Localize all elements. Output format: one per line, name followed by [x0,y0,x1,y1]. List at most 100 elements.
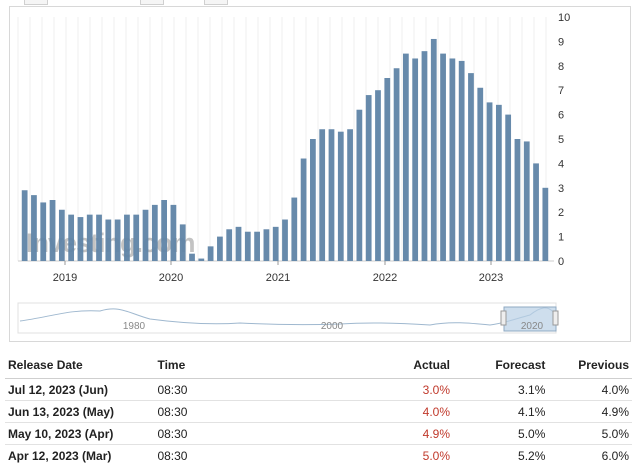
bar[interactable] [189,254,195,261]
y-tick-label: 4 [558,158,564,170]
bar[interactable] [254,232,260,261]
navigator-track[interactable] [18,303,556,333]
bar[interactable] [505,115,511,261]
bar[interactable] [22,190,28,261]
time-cell: 08:30 [154,423,308,445]
table-row: Jun 13, 2023 (May) 08:30 4.0% 4.1% 4.9% [5,401,632,423]
table-row: Jul 12, 2023 (Jun) 08:30 3.0% 3.1% 4.0% [5,379,632,401]
bar[interactable] [440,54,446,261]
bar[interactable] [375,90,381,261]
bar[interactable] [245,232,251,261]
bar[interactable] [431,39,437,261]
y-tick-label: 2 [558,207,564,219]
y-tick-label: 1 [558,232,564,244]
bar[interactable] [282,220,288,261]
bar[interactable] [96,215,102,261]
table-row: May 10, 2023 (Apr) 08:30 4.9% 5.0% 5.0% [5,423,632,445]
bar[interactable] [208,246,214,261]
bar[interactable] [115,220,121,261]
bar[interactable] [171,205,177,261]
bar[interactable] [338,132,344,261]
header-time[interactable]: Time [154,352,308,379]
bar[interactable] [59,210,65,261]
bar[interactable] [50,200,56,261]
bar[interactable] [357,110,363,261]
previous-cell: 5.0% [548,423,632,445]
bar[interactable] [384,78,390,261]
bar[interactable] [310,139,316,261]
bar[interactable] [412,58,418,261]
bar[interactable] [394,68,400,261]
navigator-handle-left[interactable] [501,311,506,325]
bar[interactable] [422,51,428,261]
toolbar-tab[interactable] [204,0,228,5]
x-tick-label: 2022 [373,272,397,284]
bar[interactable] [124,215,130,261]
x-tick-label: 2020 [159,272,183,284]
bar[interactable] [459,61,465,261]
bar[interactable] [152,205,158,261]
bar[interactable] [217,237,223,261]
bar[interactable] [236,227,242,261]
bar[interactable] [226,229,232,261]
bar[interactable] [524,141,530,261]
release-date-cell: Jun 13, 2023 (May) [5,401,154,423]
bar[interactable] [487,102,493,261]
header-release-date[interactable]: Release Date [5,352,154,379]
bar[interactable] [87,215,93,261]
bar[interactable] [468,73,474,261]
y-tick-label: 7 [558,85,564,97]
bar[interactable] [68,215,74,261]
header-previous[interactable]: Previous [548,352,632,379]
bar[interactable] [329,129,335,261]
bar[interactable] [533,163,539,261]
bars [22,39,548,261]
bar[interactable] [301,159,307,261]
release-date-cell: Jul 12, 2023 (Jun) [5,379,154,401]
bar[interactable] [347,129,353,261]
toolbar-tab[interactable] [24,0,48,5]
forecast-cell: 4.1% [453,401,548,423]
actual-cell: 3.0% [309,379,453,401]
bar[interactable] [403,54,409,261]
navigator-tick-label: 2020 [521,321,544,332]
navigator-tick-label: 1980 [123,321,146,332]
header-actual[interactable]: Actual [309,352,453,379]
bar[interactable] [133,215,139,261]
actual-cell: 4.0% [309,401,453,423]
bar[interactable] [291,198,297,261]
y-tick-label: 8 [558,61,564,73]
bar[interactable] [449,58,455,261]
bar[interactable] [496,105,502,261]
bar[interactable] [198,259,204,261]
bar[interactable] [264,229,270,261]
bar[interactable] [366,95,372,261]
forecast-cell: 5.0% [453,423,548,445]
bar[interactable] [105,220,111,261]
actual-cell: 4.9% [309,423,453,445]
y-tick-label: 0 [558,256,564,268]
bar[interactable] [477,88,483,261]
bar[interactable] [515,139,521,261]
header-forecast[interactable]: Forecast [453,352,548,379]
y-tick-label: 9 [558,36,564,48]
time-cell: 08:30 [154,445,308,466]
bar[interactable] [31,195,37,261]
bar[interactable] [273,227,279,261]
navigator-handle-right[interactable] [553,311,558,325]
bar[interactable] [180,224,186,261]
bar[interactable] [40,202,46,261]
time-cell: 08:30 [154,401,308,423]
x-tick-label: 2021 [266,272,290,284]
bar[interactable] [319,129,325,261]
toolbar-tab[interactable] [140,0,164,5]
bar[interactable] [78,217,84,261]
release-date-cell: Apr 12, 2023 (Mar) [5,445,154,466]
bar[interactable] [161,200,167,261]
bar[interactable] [143,210,149,261]
previous-cell: 4.0% [548,379,632,401]
bar[interactable] [542,188,548,261]
x-tick-label: 2023 [479,272,503,284]
